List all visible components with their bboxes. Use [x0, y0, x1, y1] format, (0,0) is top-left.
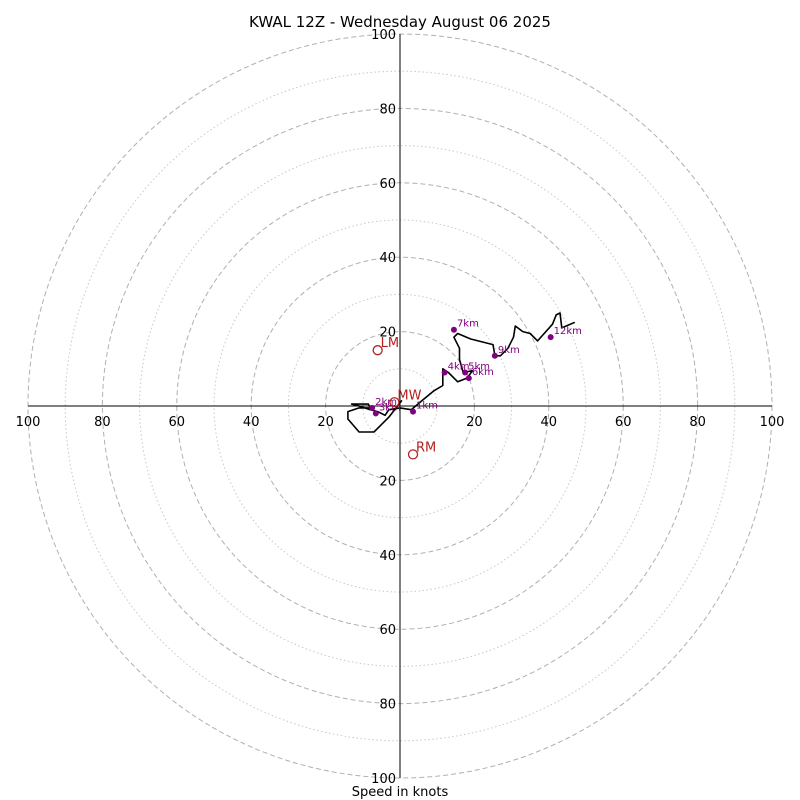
height-point-label: 2km: [375, 397, 397, 408]
height-point-marker: [491, 352, 498, 359]
tick-label-left: 80: [94, 415, 111, 430]
tick-label-right: 80: [689, 415, 706, 430]
height-point-marker: [410, 408, 417, 415]
height-point-marker: [369, 404, 376, 411]
chart-title: KWAL 12Z - Wednesday August 06 2025: [249, 13, 551, 31]
height-point-label: 6km: [472, 367, 494, 378]
storm-motion-markers: LM MW RM: [372, 336, 436, 460]
height-point-label: 7km: [457, 319, 479, 330]
tick-label-top: 60: [379, 177, 396, 192]
tick-label-top: 40: [379, 251, 396, 266]
tick-label-bottom: 100: [371, 772, 396, 787]
tick-label-right: 60: [615, 415, 632, 430]
tick-label-right: 100: [760, 415, 785, 430]
storm-motion-label: MW: [397, 388, 421, 403]
height-point-label: 1km: [416, 401, 438, 412]
tick-label-bottom: 60: [379, 623, 396, 638]
storm-motion-label: LM: [381, 336, 399, 351]
storm-motion-label: RM: [416, 440, 436, 455]
tick-label-right: 20: [466, 415, 483, 430]
tick-label-left: 40: [243, 415, 260, 430]
height-point-label: 5km: [468, 362, 490, 373]
height-point-marker: [547, 334, 554, 341]
tick-label-top: 80: [379, 102, 396, 117]
height-point-marker: [372, 410, 379, 417]
tick-label-left: 60: [169, 415, 186, 430]
tick-label-top: 20: [379, 326, 396, 341]
storm-motion-marker: [389, 397, 400, 408]
tick-label-left: 100: [16, 415, 41, 430]
tick-label-bottom: 20: [379, 474, 396, 489]
storm-motion-marker: [372, 345, 383, 356]
height-point-label: 3km: [379, 402, 401, 413]
height-point-label: 4km: [448, 362, 470, 373]
storm-motion-marker: [407, 449, 419, 460]
height-point-marker: [441, 369, 448, 376]
tick-label-bottom: 40: [379, 549, 396, 564]
tick-label-bottom: 80: [379, 698, 396, 713]
tick-label-left: 20: [317, 415, 334, 430]
height-point-marker: [450, 326, 457, 333]
height-point-label: 12km: [554, 326, 582, 337]
tick-labels: 20 20 20 20 40 40 40 40 60 60 60 60 80 80 80 80 100 100 10…: [16, 28, 785, 787]
axes: [28, 34, 772, 778]
tick-label-right: 40: [541, 415, 558, 430]
height-point-marker: [462, 369, 469, 376]
height-point-marker: [465, 375, 472, 382]
height-point-label: 9km: [498, 345, 520, 356]
tick-label-top: 100: [371, 28, 396, 43]
x-axis-label: Speed in knots: [352, 785, 449, 800]
